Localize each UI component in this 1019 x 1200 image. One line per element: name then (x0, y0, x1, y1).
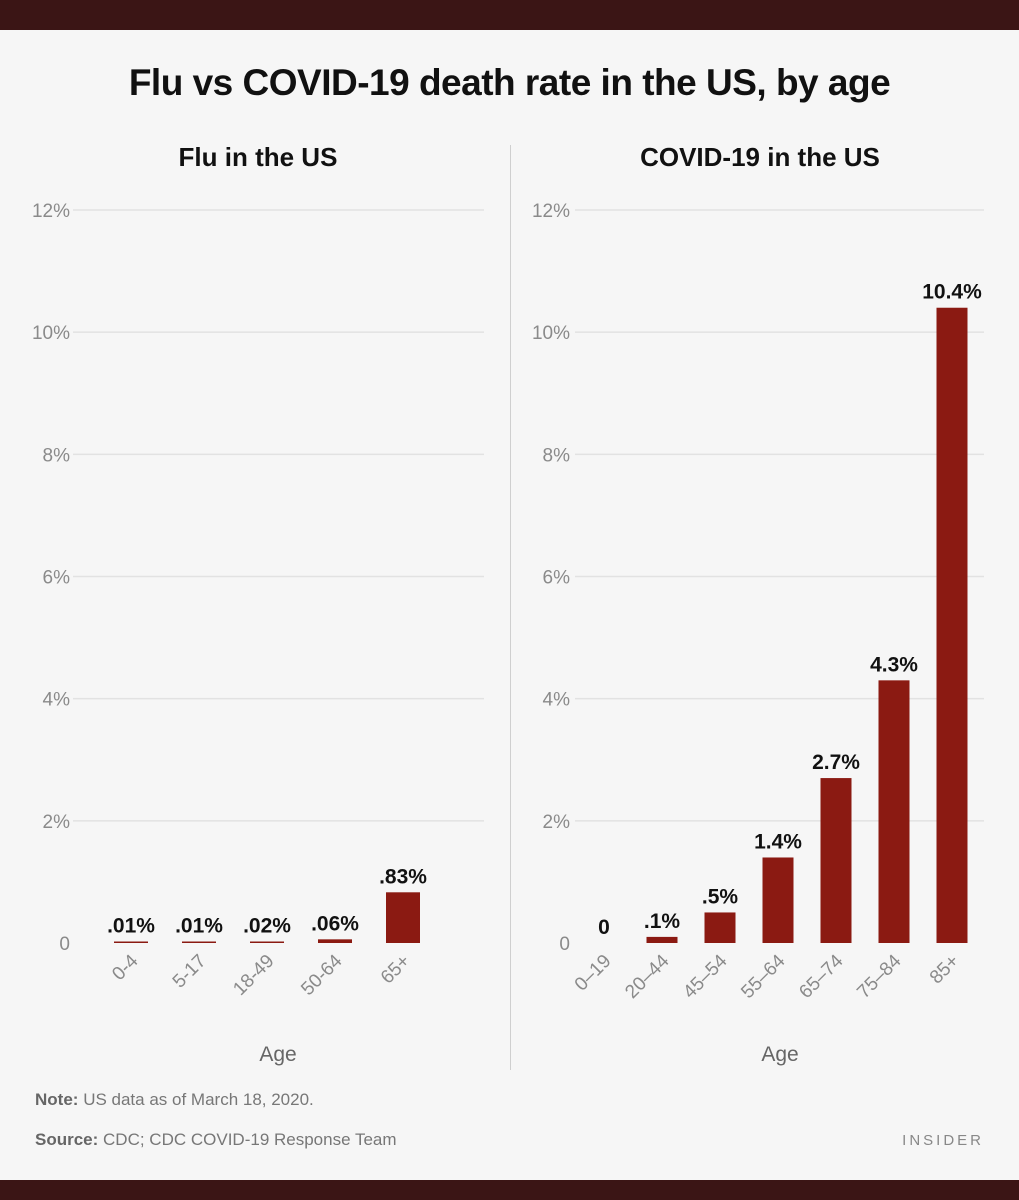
covid-panel-title: COVID-19 in the US (640, 142, 880, 172)
covid-data-label: 10.4% (922, 281, 982, 304)
note-text: US data as of March 18, 2020. (83, 1090, 314, 1109)
flu-data-label: .06% (311, 912, 359, 935)
flu-bar (182, 941, 216, 943)
covid-x-tick-label: 75–84 (853, 950, 906, 1003)
covid-data-label: 4.3% (870, 653, 918, 676)
note-label: Note: (35, 1090, 79, 1109)
bottom-frame-bar (0, 1180, 1019, 1200)
covid-x-tick-label: 65–74 (795, 950, 848, 1003)
flu-bar (114, 941, 148, 943)
flu-y-tick-label: 8% (43, 445, 71, 466)
covid-x-tick-label: 0–19 (571, 951, 616, 996)
chart-title: Flu vs COVID-19 death rate in the US, by… (128, 62, 891, 103)
flu-data-label: .01% (175, 915, 223, 938)
top-frame-bar (0, 0, 1019, 30)
covid-y-tick-label: 12% (532, 201, 570, 222)
flu-data-label: .02% (243, 915, 291, 938)
flu-x-tick-label: 0-4 (108, 950, 143, 985)
flu-y-tick-label: 6% (43, 568, 71, 589)
covid-x-tick-label: 85+ (926, 951, 964, 989)
flu-y-tick-label: 12% (32, 201, 70, 222)
covid-bar (820, 778, 852, 943)
flu-x-tick-label: 65+ (377, 951, 415, 989)
source: Source: CDC; CDC COVID-19 Response Team (35, 1130, 397, 1150)
panel-divider (510, 145, 511, 1070)
flu-y-tick-label: 2% (43, 812, 71, 833)
flu-bar (250, 941, 284, 943)
covid-y-tick-label: 4% (543, 690, 571, 711)
covid-data-label: .1% (644, 910, 681, 933)
flu-data-label: .01% (107, 915, 155, 938)
flu-y-tick-label: 0 (59, 934, 70, 955)
source-label: Source: (35, 1130, 99, 1149)
note: Note: US data as of March 18, 2020. (35, 1090, 314, 1110)
flu-bar (318, 939, 352, 943)
covid-x-axis-label: Age (761, 1043, 798, 1066)
covid-y-tick-label: 2% (543, 812, 571, 833)
covid-y-tick-label: 0 (559, 934, 570, 955)
brand-logo: INSIDER (902, 1132, 984, 1149)
covid-bar (762, 857, 794, 943)
covid-x-tick-label: 45–54 (679, 950, 732, 1003)
covid-data-label: 0 (598, 916, 610, 939)
source-text: CDC; CDC COVID-19 Response Team (103, 1130, 397, 1149)
covid-data-label: .5% (702, 885, 739, 908)
covid-x-tick-label: 55–64 (737, 950, 790, 1003)
covid-bar (878, 680, 910, 943)
covid-data-label: 1.4% (754, 830, 802, 853)
flu-y-tick-label: 4% (43, 690, 71, 711)
covid-y-tick-label: 6% (543, 568, 571, 589)
covid-x-tick-label: 20–44 (621, 950, 674, 1003)
flu-panel-title: Flu in the US (179, 142, 338, 172)
covid-y-tick-label: 8% (543, 445, 571, 466)
flu-x-tick-label: 50-64 (297, 950, 347, 1000)
flu-x-axis-label: Age (259, 1043, 296, 1066)
covid-y-tick-label: 10% (532, 323, 570, 344)
covid-data-label: 2.7% (812, 751, 860, 774)
flu-x-tick-label: 18-49 (229, 951, 278, 1000)
covid-bar (936, 307, 968, 943)
flu-data-label: .83% (379, 865, 427, 888)
flu-bar (386, 892, 420, 943)
covid-bar (704, 912, 736, 943)
flu-y-tick-label: 10% (32, 323, 70, 344)
covid-bar (646, 936, 678, 943)
flu-x-tick-label: 5-17 (169, 951, 211, 993)
